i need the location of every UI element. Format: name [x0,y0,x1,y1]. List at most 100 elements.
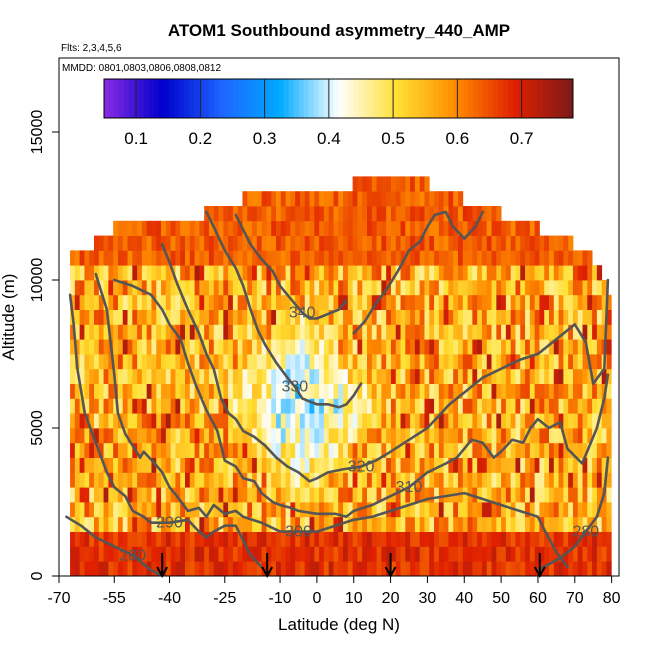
heatmap-cell [242,220,248,236]
heatmap-cell [280,428,286,444]
heatmap-cell [94,250,100,266]
heatmap-cell [448,309,454,325]
heatmap-cell [505,250,512,266]
heatmap-cell [280,309,286,325]
heatmap-cell [185,516,191,532]
heatmap-cell [467,383,473,399]
heatmap-cell [338,206,344,222]
heatmap-cell [352,442,358,458]
heatmap-cell [390,368,397,384]
heatmap-cell [424,206,430,222]
colorbar: 0.1 0.2 0.3 0.4 0.5 0.6 0.7 [103,78,574,148]
heatmap-cell [271,235,277,251]
heatmap-cell [577,413,583,429]
heatmap-cell [204,398,210,414]
heatmap-cell [70,487,76,503]
heatmap-cell [127,383,133,399]
heatmap-cell [117,546,124,562]
heatmap-cell [208,250,215,266]
heatmap-cell [486,531,492,547]
heatmap-cell [199,487,205,503]
heatmap-cell [549,235,555,251]
heatmap-cell [371,176,377,192]
heatmap-cell [323,294,330,310]
heatmap-cell [161,546,167,562]
contour-line [68,293,263,569]
heatmap-cell [228,294,234,310]
heatmap-cell [410,250,416,266]
heatmap-cell [606,561,612,576]
heatmap-cell [328,280,334,296]
heatmap-cell [472,206,478,222]
heatmap-cell [544,250,550,266]
heatmap-cell [472,354,478,370]
heatmap-cell [285,383,291,399]
heatmap-cell [376,191,382,207]
heatmap-cell [544,561,550,576]
heatmap-cell [549,339,555,355]
heatmap-cell [592,324,598,340]
heatmap-cell [137,324,143,340]
heatmap-cell [438,309,445,325]
heatmap-cell [180,368,186,384]
heatmap-cell [185,294,191,310]
contour-line [234,213,348,320]
heatmap-cell [232,220,239,236]
heatmap-cell [146,339,152,355]
heatmap-cell [491,368,497,384]
heatmap-cell [132,294,138,310]
heatmap-cell [443,280,449,296]
heatmap-cell [218,428,224,444]
heatmap-cell [89,442,95,458]
heatmap-cell [175,398,181,414]
heatmap-cell [553,354,559,370]
heatmap-cell [319,383,325,399]
heatmap-cell [256,294,263,310]
heatmap-cell [453,531,459,547]
heatmap-cell [505,442,512,458]
heatmap-cell [256,531,263,547]
heatmap-cell [132,457,138,473]
heatmap-cell [223,472,229,488]
heatmap-cell [256,220,263,236]
heatmap-cell [338,294,344,310]
heatmap-cell [539,324,545,340]
heatmap-cell [247,294,253,310]
heatmap-cell [314,428,320,444]
heatmap-cell [606,457,612,473]
heatmap-cell [74,561,81,576]
heatmap-cell [218,561,224,576]
heatmap-cell [304,516,310,532]
heatmap-cell [328,368,334,384]
heatmap-cell [199,354,205,370]
heatmap-cell [122,368,128,384]
heatmap-cell [458,413,464,429]
heatmap-cell [103,531,109,547]
y-tick-label: 10000 [29,258,46,303]
heatmap-cell [323,546,330,562]
heatmap-cell [453,413,459,429]
heatmap-cell [505,280,512,296]
heatmap-cell [386,176,392,192]
heatmap-cell [122,339,128,355]
colorbar-swatch [248,79,255,118]
heatmap-cell [137,531,143,547]
heatmap-cell [252,442,258,458]
heatmap-cell [213,324,219,340]
heatmap-cell [271,413,277,429]
heatmap-cell [108,487,114,503]
heatmap-cell [582,324,588,340]
heatmap-cell [357,176,363,192]
heatmap-cell [481,294,488,310]
heatmap-cell [448,280,454,296]
heatmap-cell [529,324,536,340]
heatmap-cell [510,220,516,236]
heatmap-cell [577,250,583,266]
heatmap-cell [587,561,593,576]
heatmap-cell [151,457,157,473]
heatmap-cell [491,487,497,503]
heatmap-cell [89,294,95,310]
heatmap-cell [280,191,286,207]
heatmap-cell [165,516,172,532]
heatmap-cell [357,339,363,355]
